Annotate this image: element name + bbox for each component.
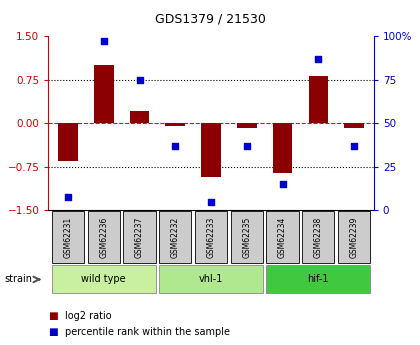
Text: GSM62235: GSM62235 xyxy=(242,217,251,258)
Text: ■: ■ xyxy=(48,311,58,321)
Text: GSM62234: GSM62234 xyxy=(278,217,287,258)
Text: percentile rank within the sample: percentile rank within the sample xyxy=(65,327,230,337)
Point xyxy=(244,143,250,149)
Text: GSM62236: GSM62236 xyxy=(99,217,108,258)
Bar xyxy=(159,211,192,263)
Bar xyxy=(344,123,364,128)
Text: log2 ratio: log2 ratio xyxy=(65,311,112,321)
Bar xyxy=(159,266,263,293)
Point xyxy=(351,143,357,149)
Text: GSM62233: GSM62233 xyxy=(207,217,215,258)
Text: strain: strain xyxy=(4,275,32,284)
Bar xyxy=(88,211,120,263)
Text: ■: ■ xyxy=(48,327,58,337)
Bar xyxy=(273,123,292,173)
Text: hif-1: hif-1 xyxy=(307,275,329,284)
Text: GSM62231: GSM62231 xyxy=(63,217,73,258)
Text: GSM62237: GSM62237 xyxy=(135,217,144,258)
Bar xyxy=(165,123,185,126)
Bar xyxy=(201,123,221,177)
Point xyxy=(100,39,107,44)
Text: GSM62238: GSM62238 xyxy=(314,217,323,258)
Bar xyxy=(302,211,334,263)
Bar xyxy=(52,266,155,293)
Bar xyxy=(231,211,263,263)
Bar xyxy=(130,110,150,123)
Text: GSM62239: GSM62239 xyxy=(349,217,359,258)
Bar xyxy=(267,211,299,263)
Bar xyxy=(123,211,155,263)
Bar xyxy=(52,211,84,263)
Text: GSM62232: GSM62232 xyxy=(171,217,180,258)
Point xyxy=(279,181,286,187)
Point xyxy=(136,77,143,82)
Bar xyxy=(267,266,370,293)
Text: GDS1379 / 21530: GDS1379 / 21530 xyxy=(155,12,265,25)
Bar xyxy=(237,123,257,128)
Point xyxy=(315,56,322,62)
Point xyxy=(172,143,178,149)
Bar xyxy=(94,65,113,123)
Bar xyxy=(309,76,328,123)
Bar xyxy=(58,123,78,161)
Text: wild type: wild type xyxy=(81,275,126,284)
Point xyxy=(208,199,215,205)
Bar xyxy=(195,211,227,263)
Text: vhl-1: vhl-1 xyxy=(199,275,223,284)
Bar xyxy=(338,211,370,263)
Point xyxy=(65,194,71,199)
